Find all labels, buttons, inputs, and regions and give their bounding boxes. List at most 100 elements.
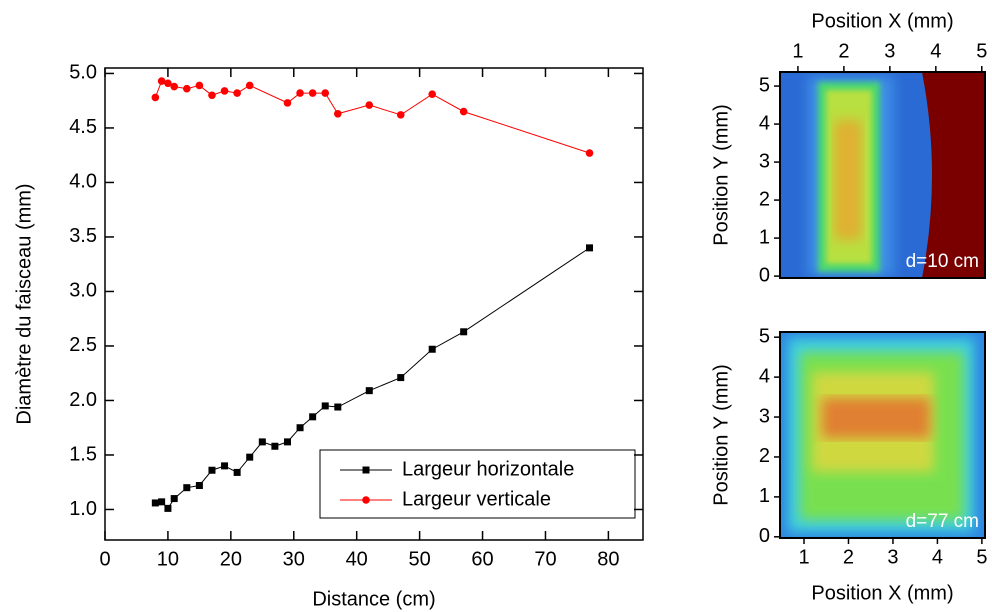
y-tick-label: 5 (759, 325, 770, 347)
marker (245, 81, 254, 90)
legend-label: Largeur horizontale (402, 458, 574, 480)
x-tick-label: 2 (838, 40, 849, 62)
y-tick-label: 2 (759, 445, 770, 467)
marker (170, 495, 178, 503)
y-tick-label: 1 (759, 485, 770, 507)
marker (365, 101, 374, 109)
y-axis-label: Position Y (mm) (710, 104, 732, 246)
marker (208, 466, 216, 474)
y-axis-label: Position Y (mm) (710, 364, 732, 506)
marker (460, 328, 468, 336)
marker (365, 387, 373, 395)
y-tick-label: 3.0 (69, 280, 97, 302)
marker (271, 442, 279, 450)
y-tick-label: 0 (759, 264, 770, 286)
marker (459, 107, 468, 116)
marker (321, 89, 330, 97)
y-tick-label: 1.0 (69, 498, 97, 520)
plot-frame (779, 71, 986, 279)
y-tick-label: 4.5 (69, 116, 97, 138)
y-tick-label: 4 (759, 365, 770, 387)
marker (428, 345, 436, 353)
marker (246, 453, 254, 461)
marker (334, 403, 342, 411)
y-tick-label: 2.0 (69, 389, 97, 411)
marker (164, 79, 172, 88)
y-tick-label: 0 (759, 525, 770, 547)
marker (321, 402, 329, 410)
x-tick-label: 5 (976, 40, 987, 62)
marker (220, 87, 229, 95)
y-tick-label: 3 (759, 405, 770, 427)
marker (296, 89, 304, 97)
x-axis-label: Distance (cm) (312, 588, 435, 610)
x-tick-label: 50 (408, 548, 430, 570)
marker (221, 462, 229, 470)
y-tick-label: 5 (759, 74, 770, 96)
series-line (154, 80, 590, 154)
y-tick-label: 4 (759, 112, 770, 134)
beam-image-bottom (780, 332, 985, 538)
series-line (155, 247, 590, 510)
y-tick-label: 3.5 (69, 225, 97, 247)
x-tick-label: 4 (930, 40, 941, 62)
x-tick-label: 60 (471, 548, 493, 570)
marker (396, 111, 405, 119)
x-tick-label: 10 (157, 548, 179, 570)
x-tick-label: 30 (283, 548, 305, 570)
beam-image-top (780, 72, 985, 278)
marker (283, 438, 291, 446)
marker (151, 499, 159, 507)
marker (195, 81, 204, 90)
x-tick-label: 20 (220, 548, 242, 570)
marker (170, 82, 179, 91)
marker (586, 244, 594, 252)
y-tick-label: 2 (759, 188, 770, 210)
y-tick-label: 4.0 (69, 171, 97, 193)
x-tick-label: 3 (884, 40, 895, 62)
x-tick-label: 1 (798, 546, 809, 568)
x-tick-label: 1 (792, 40, 803, 62)
y-tick-label: 2.5 (69, 334, 97, 356)
marker (283, 99, 292, 107)
y-tick-label: 5.0 (69, 62, 97, 84)
y-tick-label: 1.5 (69, 443, 97, 465)
x-tick-label: 2 (843, 546, 854, 568)
marker (183, 84, 191, 93)
legend-marker (362, 496, 370, 504)
marker (233, 468, 241, 476)
marker (309, 413, 317, 421)
y-axis-label: Diamètre du faisceau (mm) (13, 183, 35, 424)
marker (585, 149, 594, 157)
x-tick-label: 80 (597, 548, 619, 570)
plot-frame (779, 331, 986, 539)
x-axis-label: Position X (mm) (811, 10, 953, 32)
legend-marker (362, 466, 370, 474)
x-tick-label: 3 (887, 546, 898, 568)
marker (164, 504, 172, 512)
marker (308, 89, 317, 97)
annotation: d=10 cm (906, 251, 979, 272)
marker (428, 90, 437, 98)
legend-label: Largeur verticale (402, 488, 551, 510)
marker (334, 109, 342, 118)
plot-frame (104, 67, 644, 541)
x-tick-label: 0 (99, 548, 110, 570)
marker (296, 424, 304, 432)
x-tick-label: 4 (932, 546, 943, 568)
marker (151, 93, 160, 102)
y-tick-label: 3 (759, 150, 770, 172)
legend-box (319, 449, 636, 519)
x-axis-label: Position X (mm) (811, 582, 953, 604)
marker (397, 374, 405, 382)
annotation: d=77 cm (906, 511, 979, 532)
marker (195, 481, 203, 489)
x-tick-label: 40 (346, 548, 368, 570)
y-tick-label: 1 (759, 226, 770, 248)
x-tick-label: 5 (976, 546, 987, 568)
marker (183, 484, 191, 492)
marker (158, 498, 166, 506)
x-tick-label: 70 (534, 548, 556, 570)
